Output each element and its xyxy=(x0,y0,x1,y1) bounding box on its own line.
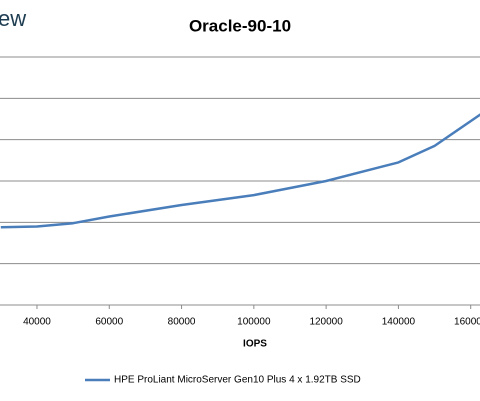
logo: ew xyxy=(0,6,26,31)
x-tick-label: 140000 xyxy=(382,317,416,328)
x-tick-label: 60000 xyxy=(95,317,123,328)
chart-title: Oracle-90-10 xyxy=(189,16,291,35)
x-tick-label: 40000 xyxy=(23,317,51,328)
x-axis-label: IOPS xyxy=(243,339,267,350)
x-tick-label: 160000 xyxy=(454,317,480,328)
legend-label: HPE ProLiant MicroServer Gen10 Plus 4 x … xyxy=(114,375,361,386)
x-tick-label: 120000 xyxy=(309,317,343,328)
data-line xyxy=(0,113,480,229)
x-tick-label: 80000 xyxy=(168,317,196,328)
x-tick-label: 100000 xyxy=(237,317,271,328)
